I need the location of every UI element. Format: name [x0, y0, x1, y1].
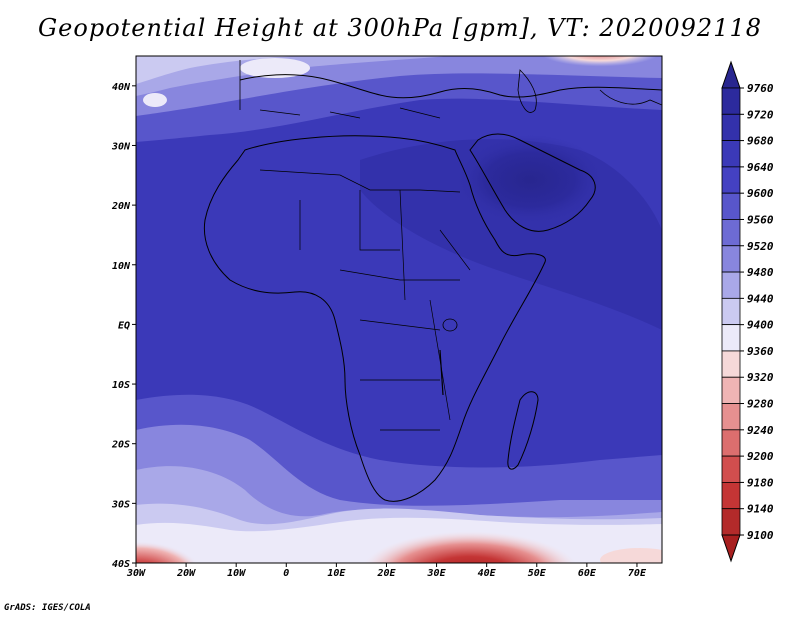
map-title: Geopotential Height at 300hPa [gpm], VT:… [38, 14, 762, 42]
lon-label: 30W [126, 568, 146, 579]
lat-label: 20N [111, 201, 131, 212]
height-field [136, 56, 662, 563]
colorbar-segment [721, 140, 741, 168]
lon-label: 70E [628, 568, 647, 579]
lat-label: 40N [112, 82, 131, 93]
colorbar-label: 9100 [747, 529, 774, 542]
lon-label: 30E [427, 568, 447, 579]
colorbar-label: 9600 [747, 187, 774, 200]
colorbar-top-arrow [721, 60, 741, 89]
colorbar-segment [721, 455, 741, 483]
africa-coastline [203, 135, 546, 502]
longitude-labels: 30W 20W 10W 0 10E 20E 30E 40E 50E 60E 70E [126, 568, 647, 579]
colorbar-segment [721, 324, 741, 352]
arabia-coastline [469, 133, 596, 232]
colorbar-segment [721, 87, 741, 115]
lat-label: 10N [112, 261, 131, 272]
colorbar-label: 9320 [747, 371, 774, 384]
madagascar-coastline [507, 391, 539, 470]
colorbar-segment [721, 429, 741, 457]
colorbar-bottom-arrow [721, 534, 741, 563]
colorbar-label: 9760 [747, 82, 774, 95]
colorbar-label: 9680 [747, 135, 774, 148]
lon-label: 0 [283, 568, 289, 579]
credit-text: GrADS: IGES/COLA [4, 603, 91, 613]
colorbar-segment [721, 219, 741, 247]
colorbar-segment [721, 350, 741, 378]
lon-label: 50E [528, 568, 547, 579]
lat-label: 40S [112, 559, 130, 570]
colorbar-segment [721, 245, 741, 273]
colorbar-segment [721, 192, 741, 220]
lon-label: 10E [327, 568, 346, 579]
latitude-labels: 40N 30N 20N 10N EQ 10S 20S 30S 40S [111, 82, 131, 570]
colorbar-segment [721, 508, 741, 536]
lon-label: 40E [478, 568, 497, 579]
colorbar-label: 9480 [747, 266, 774, 279]
colorbar-segment [721, 376, 741, 404]
colorbar-label: 9440 [747, 292, 774, 305]
colorbar-segment [721, 113, 741, 141]
lon-label: 20W [176, 568, 196, 579]
lat-label: 30S [111, 499, 130, 510]
lat-label: 30N [111, 141, 131, 152]
colorbar: 9760 9720 9680 9640 9600 9560 9520 9480 9440 9400… [721, 60, 774, 563]
colorbar-label: 9560 [747, 213, 774, 226]
colorbar-segment [721, 166, 741, 194]
lon-label: 10W [227, 568, 246, 579]
colorbar-label: 9240 [747, 424, 774, 437]
colorbar-segment [721, 482, 741, 510]
europe-coastline [239, 74, 662, 99]
colorbar-segment [721, 403, 741, 431]
colorbar-label: 9180 [747, 476, 774, 489]
colorbar-segment [721, 271, 741, 299]
colorbar-label: 9400 [747, 319, 774, 332]
axis-ticks [132, 85, 638, 567]
colorbar-label: 9140 [747, 503, 774, 516]
lon-label: 20E [376, 568, 396, 579]
colorbar-label: 9720 [747, 108, 774, 121]
lat-label: 10S [112, 380, 130, 391]
lat-label: EQ [118, 320, 130, 331]
plot-frame [135, 55, 663, 564]
colorbar-label: 9200 [747, 450, 774, 463]
colorbar-label: 9360 [747, 345, 774, 358]
colorbar-label: 9640 [747, 161, 774, 174]
lat-label: 20S [111, 440, 130, 451]
lon-label: 60E [578, 568, 597, 579]
colorbar-segment [721, 297, 741, 326]
colorbar-label: 9520 [747, 240, 774, 253]
colorbar-label: 9280 [747, 398, 774, 411]
